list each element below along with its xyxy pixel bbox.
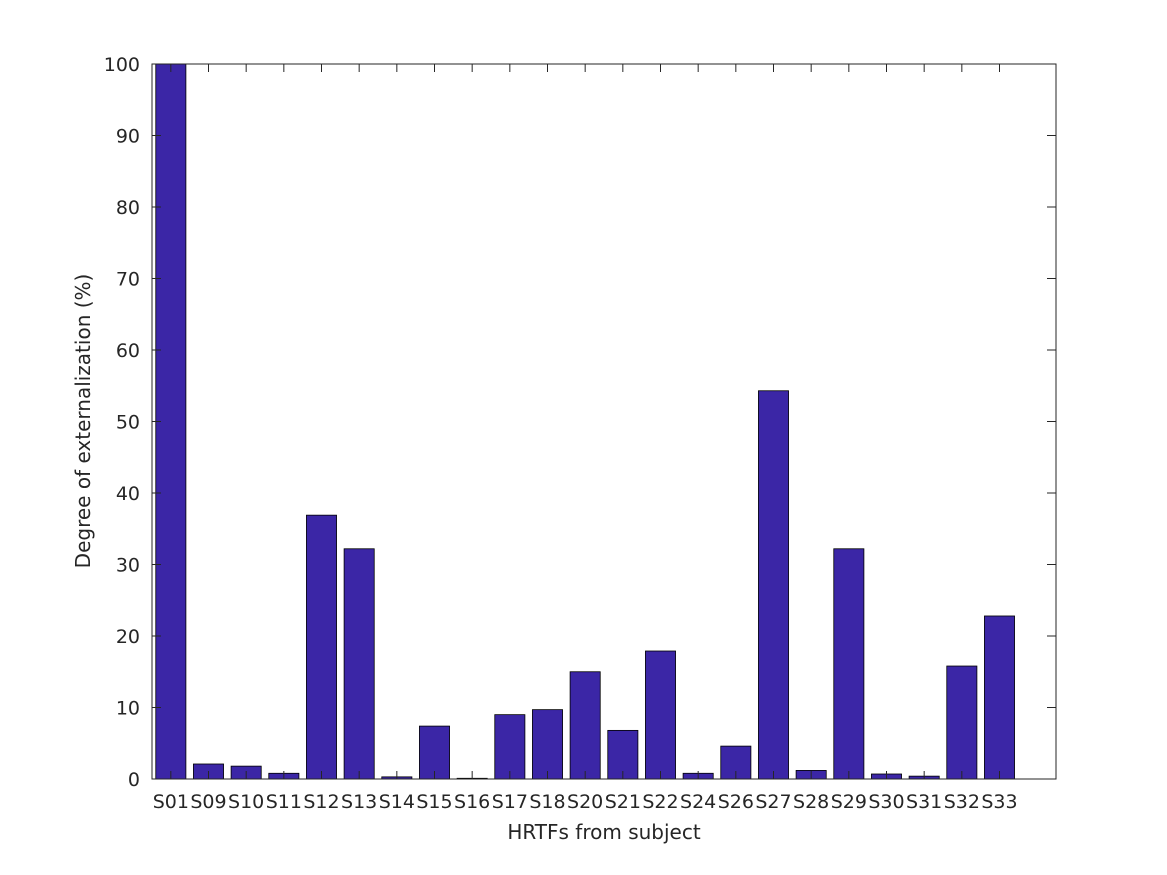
y-tick-label: 50 (116, 412, 140, 434)
bar-s22 (645, 650, 676, 780)
x-tick-label: S14 (379, 791, 415, 813)
x-tick-label: S26 (718, 791, 754, 813)
y-axis: 0 10 20 30 40 50 60 70 80 90 100 (104, 54, 1056, 791)
x-tick-label: S31 (906, 791, 942, 813)
x-tick-label: S12 (303, 791, 339, 813)
x-tick-label: S11 (266, 791, 302, 813)
x-tick-label: S13 (341, 791, 377, 813)
y-tick-label: 0 (128, 769, 140, 791)
x-tick-label: S24 (680, 791, 716, 813)
x-tick-label: S15 (416, 791, 452, 813)
bar-s27 (758, 390, 789, 780)
x-tick-label: S28 (793, 791, 829, 813)
x-tick-label: S20 (567, 791, 603, 813)
bar-s32 (946, 665, 978, 780)
x-tick-label: S01 (153, 791, 189, 813)
x-tick-label: S21 (605, 791, 641, 813)
x-tick-label: S33 (981, 791, 1017, 813)
x-tick-label: S18 (529, 791, 565, 813)
y-tick-label: 80 (116, 197, 140, 219)
bar-s29 (833, 548, 865, 780)
y-axis-title: Degree of externalization (%) (71, 274, 95, 569)
bars-group (155, 63, 1015, 780)
y-tick-label: 100 (104, 54, 140, 76)
bar-s12 (306, 514, 337, 780)
x-tick-label: S17 (492, 791, 528, 813)
x-tick-label: S30 (868, 791, 904, 813)
x-tick-label: S16 (454, 791, 490, 813)
x-tick-label: S10 (228, 791, 264, 813)
bar-s20 (569, 671, 601, 780)
y-tick-label: 30 (116, 555, 140, 577)
x-tick-label: S29 (831, 791, 867, 813)
plot-area (152, 64, 1056, 779)
bar-s13 (343, 548, 375, 780)
y-tick-label: 90 (116, 126, 140, 148)
bar-s17 (494, 714, 526, 780)
y-tick-label: 20 (116, 626, 140, 648)
y-tick-label: 10 (116, 698, 140, 720)
x-tick-label: S22 (642, 791, 678, 813)
x-tick-label: S09 (190, 791, 226, 813)
y-tick-label: 70 (116, 269, 140, 291)
bar-s18 (532, 709, 563, 780)
bar-s21 (607, 729, 639, 780)
x-axis: S01 S09 S10 S11 S12 S13 S14 S15 S16 S17 S18 S20 S21 S… (153, 64, 1018, 813)
y-tick-label: 60 (116, 340, 140, 362)
bar-s15 (419, 725, 450, 780)
x-axis-title: HRTFs from subject (507, 820, 701, 844)
x-tick-label: S32 (944, 791, 980, 813)
bar-s33 (984, 615, 1015, 780)
x-tick-label: S27 (755, 791, 791, 813)
y-tick-label: 40 (116, 483, 140, 505)
